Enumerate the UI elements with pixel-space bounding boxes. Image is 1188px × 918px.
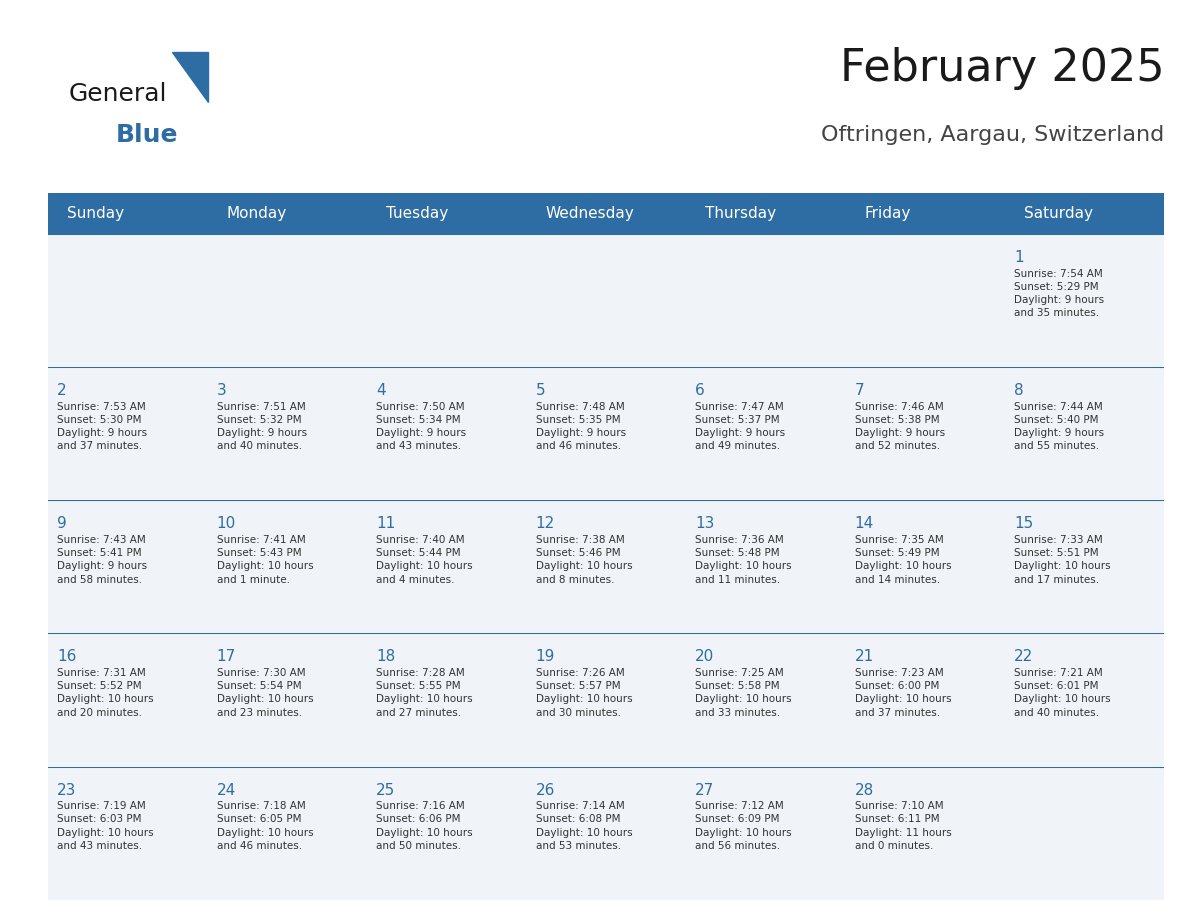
Text: General: General bbox=[69, 82, 168, 106]
Text: Monday: Monday bbox=[226, 206, 286, 221]
Text: Sunrise: 7:26 AM
Sunset: 5:57 PM
Daylight: 10 hours
and 30 minutes.: Sunrise: 7:26 AM Sunset: 5:57 PM Dayligh… bbox=[536, 668, 632, 718]
Text: 3: 3 bbox=[216, 383, 227, 398]
Text: 20: 20 bbox=[695, 649, 714, 665]
Text: Saturday: Saturday bbox=[1024, 206, 1093, 221]
Text: Blue: Blue bbox=[116, 123, 178, 147]
Text: 22: 22 bbox=[1015, 649, 1034, 665]
Text: 26: 26 bbox=[536, 782, 555, 798]
Text: Sunrise: 7:35 AM
Sunset: 5:49 PM
Daylight: 10 hours
and 14 minutes.: Sunrise: 7:35 AM Sunset: 5:49 PM Dayligh… bbox=[854, 535, 952, 585]
Text: Sunrise: 7:18 AM
Sunset: 6:05 PM
Daylight: 10 hours
and 46 minutes.: Sunrise: 7:18 AM Sunset: 6:05 PM Dayligh… bbox=[216, 801, 314, 851]
Text: Sunrise: 7:54 AM
Sunset: 5:29 PM
Daylight: 9 hours
and 35 minutes.: Sunrise: 7:54 AM Sunset: 5:29 PM Dayligh… bbox=[1015, 269, 1105, 319]
Text: Sunrise: 7:25 AM
Sunset: 5:58 PM
Daylight: 10 hours
and 33 minutes.: Sunrise: 7:25 AM Sunset: 5:58 PM Dayligh… bbox=[695, 668, 792, 718]
Text: 19: 19 bbox=[536, 649, 555, 665]
Text: Sunrise: 7:38 AM
Sunset: 5:46 PM
Daylight: 10 hours
and 8 minutes.: Sunrise: 7:38 AM Sunset: 5:46 PM Dayligh… bbox=[536, 535, 632, 585]
Text: 23: 23 bbox=[57, 782, 76, 798]
Text: 27: 27 bbox=[695, 782, 714, 798]
Text: 28: 28 bbox=[854, 782, 874, 798]
Text: Sunrise: 7:28 AM
Sunset: 5:55 PM
Daylight: 10 hours
and 27 minutes.: Sunrise: 7:28 AM Sunset: 5:55 PM Dayligh… bbox=[377, 668, 473, 718]
Text: 14: 14 bbox=[854, 516, 874, 532]
Polygon shape bbox=[171, 52, 208, 102]
Text: Sunrise: 7:19 AM
Sunset: 6:03 PM
Daylight: 10 hours
and 43 minutes.: Sunrise: 7:19 AM Sunset: 6:03 PM Dayligh… bbox=[57, 801, 153, 851]
Text: 24: 24 bbox=[216, 782, 236, 798]
Text: Sunrise: 7:30 AM
Sunset: 5:54 PM
Daylight: 10 hours
and 23 minutes.: Sunrise: 7:30 AM Sunset: 5:54 PM Dayligh… bbox=[216, 668, 314, 718]
Text: Sunrise: 7:31 AM
Sunset: 5:52 PM
Daylight: 10 hours
and 20 minutes.: Sunrise: 7:31 AM Sunset: 5:52 PM Dayligh… bbox=[57, 668, 153, 718]
Text: 5: 5 bbox=[536, 383, 545, 398]
Text: Sunday: Sunday bbox=[67, 206, 124, 221]
Text: Thursday: Thursday bbox=[704, 206, 776, 221]
Text: Sunrise: 7:46 AM
Sunset: 5:38 PM
Daylight: 9 hours
and 52 minutes.: Sunrise: 7:46 AM Sunset: 5:38 PM Dayligh… bbox=[854, 402, 944, 452]
Text: 15: 15 bbox=[1015, 516, 1034, 532]
Text: Sunrise: 7:33 AM
Sunset: 5:51 PM
Daylight: 10 hours
and 17 minutes.: Sunrise: 7:33 AM Sunset: 5:51 PM Dayligh… bbox=[1015, 535, 1111, 585]
Text: 25: 25 bbox=[377, 782, 396, 798]
Text: Sunrise: 7:16 AM
Sunset: 6:06 PM
Daylight: 10 hours
and 50 minutes.: Sunrise: 7:16 AM Sunset: 6:06 PM Dayligh… bbox=[377, 801, 473, 851]
Text: Sunrise: 7:50 AM
Sunset: 5:34 PM
Daylight: 9 hours
and 43 minutes.: Sunrise: 7:50 AM Sunset: 5:34 PM Dayligh… bbox=[377, 402, 466, 452]
Text: Friday: Friday bbox=[865, 206, 911, 221]
Text: Sunrise: 7:44 AM
Sunset: 5:40 PM
Daylight: 9 hours
and 55 minutes.: Sunrise: 7:44 AM Sunset: 5:40 PM Dayligh… bbox=[1015, 402, 1105, 452]
Text: 11: 11 bbox=[377, 516, 396, 532]
Text: Sunrise: 7:43 AM
Sunset: 5:41 PM
Daylight: 9 hours
and 58 minutes.: Sunrise: 7:43 AM Sunset: 5:41 PM Dayligh… bbox=[57, 535, 147, 585]
Text: Sunrise: 7:47 AM
Sunset: 5:37 PM
Daylight: 9 hours
and 49 minutes.: Sunrise: 7:47 AM Sunset: 5:37 PM Dayligh… bbox=[695, 402, 785, 452]
Text: Sunrise: 7:12 AM
Sunset: 6:09 PM
Daylight: 10 hours
and 56 minutes.: Sunrise: 7:12 AM Sunset: 6:09 PM Dayligh… bbox=[695, 801, 792, 851]
Text: Sunrise: 7:53 AM
Sunset: 5:30 PM
Daylight: 9 hours
and 37 minutes.: Sunrise: 7:53 AM Sunset: 5:30 PM Dayligh… bbox=[57, 402, 147, 452]
Text: Sunrise: 7:14 AM
Sunset: 6:08 PM
Daylight: 10 hours
and 53 minutes.: Sunrise: 7:14 AM Sunset: 6:08 PM Dayligh… bbox=[536, 801, 632, 851]
Text: Sunrise: 7:10 AM
Sunset: 6:11 PM
Daylight: 11 hours
and 0 minutes.: Sunrise: 7:10 AM Sunset: 6:11 PM Dayligh… bbox=[854, 801, 952, 851]
Text: Sunrise: 7:36 AM
Sunset: 5:48 PM
Daylight: 10 hours
and 11 minutes.: Sunrise: 7:36 AM Sunset: 5:48 PM Dayligh… bbox=[695, 535, 792, 585]
Text: 16: 16 bbox=[57, 649, 76, 665]
Text: 12: 12 bbox=[536, 516, 555, 532]
Text: Sunrise: 7:51 AM
Sunset: 5:32 PM
Daylight: 9 hours
and 40 minutes.: Sunrise: 7:51 AM Sunset: 5:32 PM Dayligh… bbox=[216, 402, 307, 452]
Text: 4: 4 bbox=[377, 383, 386, 398]
Text: 13: 13 bbox=[695, 516, 715, 532]
Text: Sunrise: 7:21 AM
Sunset: 6:01 PM
Daylight: 10 hours
and 40 minutes.: Sunrise: 7:21 AM Sunset: 6:01 PM Dayligh… bbox=[1015, 668, 1111, 718]
Text: 17: 17 bbox=[216, 649, 236, 665]
Text: 1: 1 bbox=[1015, 250, 1024, 265]
Text: Wednesday: Wednesday bbox=[545, 206, 634, 221]
Text: 21: 21 bbox=[854, 649, 874, 665]
Text: 2: 2 bbox=[57, 383, 67, 398]
Text: Sunrise: 7:23 AM
Sunset: 6:00 PM
Daylight: 10 hours
and 37 minutes.: Sunrise: 7:23 AM Sunset: 6:00 PM Dayligh… bbox=[854, 668, 952, 718]
Text: February 2025: February 2025 bbox=[840, 48, 1164, 90]
Text: 18: 18 bbox=[377, 649, 396, 665]
Text: 10: 10 bbox=[216, 516, 236, 532]
Text: 9: 9 bbox=[57, 516, 67, 532]
Text: 7: 7 bbox=[854, 383, 865, 398]
Text: Tuesday: Tuesday bbox=[386, 206, 448, 221]
Text: Oftringen, Aargau, Switzerland: Oftringen, Aargau, Switzerland bbox=[821, 125, 1164, 145]
Text: 8: 8 bbox=[1015, 383, 1024, 398]
Text: Sunrise: 7:41 AM
Sunset: 5:43 PM
Daylight: 10 hours
and 1 minute.: Sunrise: 7:41 AM Sunset: 5:43 PM Dayligh… bbox=[216, 535, 314, 585]
Text: 6: 6 bbox=[695, 383, 704, 398]
Text: Sunrise: 7:40 AM
Sunset: 5:44 PM
Daylight: 10 hours
and 4 minutes.: Sunrise: 7:40 AM Sunset: 5:44 PM Dayligh… bbox=[377, 535, 473, 585]
Text: Sunrise: 7:48 AM
Sunset: 5:35 PM
Daylight: 9 hours
and 46 minutes.: Sunrise: 7:48 AM Sunset: 5:35 PM Dayligh… bbox=[536, 402, 626, 452]
